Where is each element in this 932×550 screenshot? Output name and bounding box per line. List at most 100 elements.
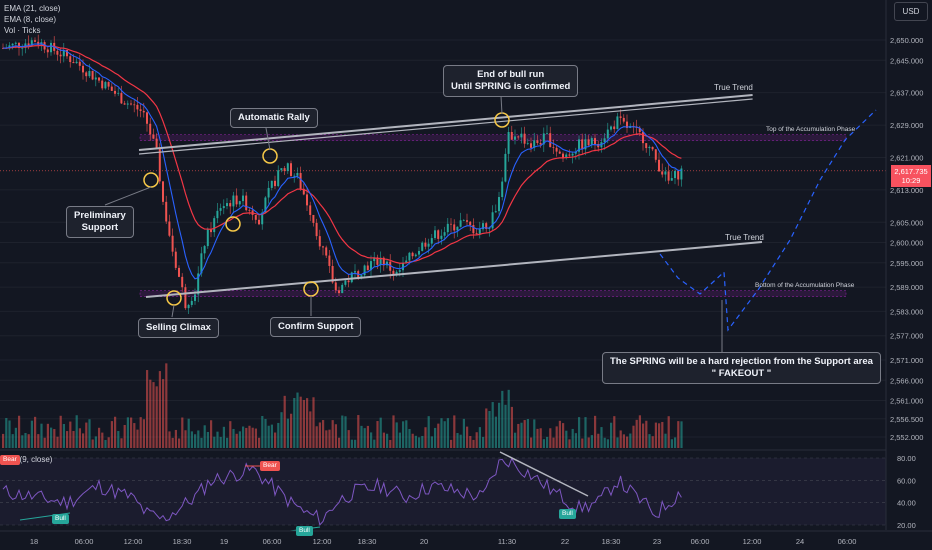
price-tick-label: 2,613.000	[890, 186, 923, 195]
time-tick-label: 12:00	[313, 537, 332, 546]
volume-bar	[491, 402, 494, 448]
volume-bar	[507, 389, 510, 448]
upper-trendline	[138, 94, 753, 151]
candle-body	[235, 195, 238, 205]
candle-body	[424, 242, 427, 247]
time-tick-label: 11:30	[498, 537, 516, 546]
volume-bar	[187, 418, 190, 448]
currency-button[interactable]: USD	[894, 2, 928, 21]
rsi-tick-label: 20.00	[897, 521, 916, 530]
candle-body	[155, 138, 158, 148]
candle-body	[475, 233, 478, 234]
candle-body	[242, 195, 244, 202]
connector-line	[171, 304, 175, 318]
volume-bar	[226, 437, 229, 448]
candle-body	[510, 131, 513, 140]
price-tick-label: 2,605.000	[890, 218, 923, 227]
candle-body	[446, 223, 449, 233]
volume-bar	[462, 418, 465, 448]
candle-body	[312, 214, 315, 223]
price-tick-label: 2,600.000	[890, 239, 923, 248]
candle-body	[114, 90, 116, 94]
volume-bar	[677, 421, 680, 448]
trendlines[interactable]	[138, 94, 877, 332]
candle-body	[584, 139, 587, 150]
candle-body	[158, 147, 161, 182]
rsi-bear-label: Bear	[260, 461, 280, 471]
candle-body	[437, 230, 440, 239]
volume-bar	[616, 437, 619, 448]
price-axis-bg	[886, 0, 932, 550]
candle-body	[658, 159, 660, 172]
candle-body	[91, 70, 94, 80]
candle-body	[325, 247, 328, 256]
volume-bar	[434, 427, 437, 448]
candle-body	[379, 257, 382, 265]
volume-bars	[2, 363, 683, 448]
candle-body	[66, 50, 68, 57]
volume-bar	[414, 435, 417, 448]
volume-bar	[587, 437, 590, 448]
volume-bar	[504, 404, 507, 448]
legend-vol[interactable]: Vol · Ticks	[4, 26, 41, 35]
candle-body	[421, 242, 424, 251]
legend-ema8[interactable]: EMA (8, close)	[4, 15, 57, 24]
volume-bar	[488, 410, 491, 448]
rsi-bull-label: Bull	[559, 509, 576, 519]
event-circle	[225, 216, 241, 232]
volume-bar	[597, 433, 600, 448]
candle-body	[222, 206, 225, 209]
price-tick-label: 2,629.000	[890, 121, 923, 130]
candle-body	[149, 123, 152, 135]
candle-body	[590, 138, 593, 146]
volume-bar	[40, 423, 43, 448]
candle-body	[306, 194, 308, 206]
candle-body	[411, 252, 414, 257]
note-line: Preliminary	[74, 210, 126, 221]
volume-bar	[418, 437, 421, 448]
candle-body	[117, 93, 120, 94]
volume-bar	[619, 430, 622, 448]
candle-body	[59, 54, 62, 57]
volume-bar	[664, 433, 667, 448]
volume-bar	[523, 420, 526, 448]
volume-bar	[642, 423, 645, 448]
candle-body	[184, 287, 187, 309]
volume-bar	[286, 418, 289, 448]
candle-body	[370, 261, 372, 271]
legend-ema21[interactable]: EMA (21, close)	[4, 4, 61, 13]
candle-body	[360, 275, 363, 278]
candle-body	[408, 252, 411, 261]
volume-bar	[536, 428, 539, 448]
volume-bar	[443, 421, 446, 448]
candle-body	[181, 276, 184, 288]
candle-body	[651, 146, 654, 150]
candle-body	[107, 82, 110, 87]
volume-bar	[402, 421, 405, 448]
volume-bar	[194, 434, 197, 448]
candle-body	[152, 134, 155, 139]
volume-bar	[334, 424, 337, 448]
volume-bar	[533, 419, 536, 448]
price-tick-label: 2,552.000	[890, 433, 923, 442]
volume-bar	[354, 439, 357, 448]
volume-bar	[670, 439, 673, 448]
volume-bar	[482, 436, 485, 448]
volume-bar	[347, 430, 350, 448]
volume-bar	[88, 419, 91, 448]
rsi-line	[2, 457, 682, 526]
candle-body	[418, 250, 420, 255]
candle-body	[539, 143, 542, 145]
candle-body	[568, 154, 571, 156]
volume-bar	[120, 438, 123, 448]
volume-bar	[382, 432, 385, 448]
volume-bar	[357, 415, 360, 448]
volume-bar	[274, 432, 277, 448]
volume-bar	[565, 430, 568, 448]
legend-rsi[interactable]: RSI (9, close)	[4, 455, 53, 464]
candle-body	[347, 280, 350, 283]
volume-bar	[446, 418, 449, 448]
volume-bar	[386, 433, 389, 448]
volume-bar	[648, 434, 651, 448]
candle-body	[85, 72, 88, 77]
